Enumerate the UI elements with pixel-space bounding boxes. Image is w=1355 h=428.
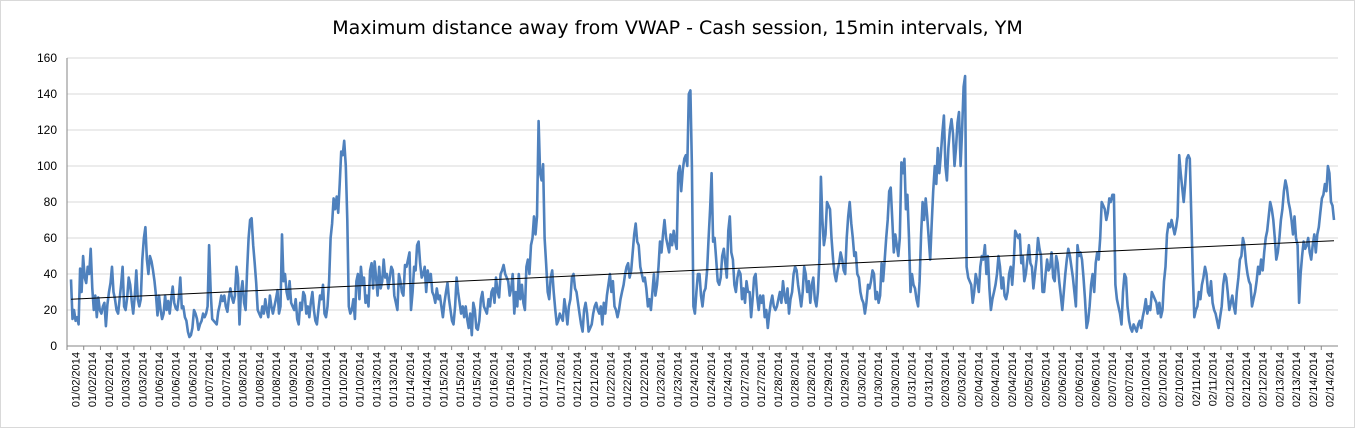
x-tick-label: 01/28/2014 bbox=[789, 352, 801, 407]
x-tick-label: 01/08/2014 bbox=[254, 352, 266, 407]
x-tick-label: 01/15/2014 bbox=[438, 352, 450, 407]
x-tick-label: 02/13/2014 bbox=[1291, 352, 1303, 407]
x-tick-label: 02/12/2014 bbox=[1241, 352, 1253, 407]
x-tick-label: 01/31/2014 bbox=[923, 352, 935, 407]
x-tick-label: 01/06/2014 bbox=[187, 352, 199, 407]
x-tick-label: 02/14/2014 bbox=[1308, 352, 1320, 407]
x-tick-label: 02/13/2014 bbox=[1274, 352, 1286, 407]
x-tick-label: 01/17/2014 bbox=[522, 352, 534, 407]
x-tick-label: 01/17/2014 bbox=[539, 352, 551, 407]
x-tick-label: 02/04/2014 bbox=[1007, 352, 1019, 407]
x-tick-label: 01/22/2014 bbox=[639, 352, 651, 407]
x-tick-label: 01/22/2014 bbox=[622, 352, 634, 407]
x-tick-label: 01/03/2014 bbox=[137, 352, 149, 407]
x-tick-label: 01/23/2014 bbox=[672, 352, 684, 407]
x-tick-label: 01/30/2014 bbox=[873, 352, 885, 407]
x-tick-label: 02/12/2014 bbox=[1258, 352, 1270, 407]
x-tick-label: 01/30/2014 bbox=[856, 352, 868, 407]
x-tick-label: 01/07/2014 bbox=[204, 352, 216, 407]
x-tick-label: 02/07/2014 bbox=[1107, 352, 1119, 407]
x-tick-label: 01/08/2014 bbox=[271, 352, 283, 407]
x-tick-label: 02/06/2014 bbox=[1057, 352, 1069, 407]
x-tick-label: 02/03/2014 bbox=[940, 352, 952, 407]
y-tick-label: 20 bbox=[44, 303, 58, 317]
x-tick-label: 01/15/2014 bbox=[455, 352, 467, 407]
x-tick-label: 01/28/2014 bbox=[773, 352, 785, 407]
series-line bbox=[69, 74, 1336, 339]
x-tick-label: 02/04/2014 bbox=[990, 352, 1002, 407]
x-tick-label: 01/07/2014 bbox=[221, 352, 233, 407]
chart-title: Maximum distance away from VWAP - Cash s… bbox=[332, 17, 1023, 39]
x-tick-label: 01/27/2014 bbox=[739, 352, 751, 407]
x-tick-label: 02/10/2014 bbox=[1141, 352, 1153, 407]
x-tick-label: 01/06/2014 bbox=[171, 352, 183, 407]
x-tick-label: 01/14/2014 bbox=[405, 352, 417, 407]
x-tick-label: 01/06/2014 bbox=[154, 352, 166, 407]
x-tick-label: 01/15/2014 bbox=[472, 352, 484, 407]
x-tick-label: 01/02/2014 bbox=[87, 352, 99, 407]
x-tick-label: 01/10/2014 bbox=[355, 352, 367, 407]
x-tick-label: 01/28/2014 bbox=[806, 352, 818, 407]
x-tick-label: 01/22/2014 bbox=[606, 352, 618, 407]
x-tick-label: 01/24/2014 bbox=[689, 352, 701, 407]
x-tick-label: 02/11/2014 bbox=[1191, 352, 1203, 406]
x-tick-label: 01/13/2014 bbox=[371, 352, 383, 407]
x-tick-label: 01/23/2014 bbox=[656, 352, 668, 407]
x-tick-label: 02/05/2014 bbox=[1024, 352, 1036, 407]
x-tick-label: 02/14/2014 bbox=[1325, 352, 1337, 407]
x-tick-label: 01/13/2014 bbox=[388, 352, 400, 407]
y-tick-label: 160 bbox=[37, 51, 57, 65]
x-tick-label: 01/10/2014 bbox=[321, 352, 333, 407]
trend-line bbox=[70, 240, 1335, 300]
x-tick-label: 02/06/2014 bbox=[1091, 352, 1103, 407]
x-tick-label: 02/12/2014 bbox=[1224, 352, 1236, 407]
x-tick-label: 01/24/2014 bbox=[706, 352, 718, 407]
x-tick-label: 01/29/2014 bbox=[823, 352, 835, 407]
x-tick-label: 01/21/2014 bbox=[589, 352, 601, 407]
x-tick-label: 01/02/2014 bbox=[70, 352, 82, 407]
x-tick-label: 01/10/2014 bbox=[338, 352, 350, 407]
x-tick-label: 01/31/2014 bbox=[907, 352, 919, 407]
x-tick-label: 01/16/2014 bbox=[488, 352, 500, 407]
x-tick-label: 01/08/2014 bbox=[238, 352, 250, 407]
x-tick-label: 02/04/2014 bbox=[973, 352, 985, 407]
x-tick-label: 01/29/2014 bbox=[840, 352, 852, 407]
x-tick-label: 01/09/2014 bbox=[304, 352, 316, 407]
x-tick-label: 01/24/2014 bbox=[723, 352, 735, 407]
y-tick-label: 0 bbox=[50, 339, 57, 353]
x-tick-label: 01/16/2014 bbox=[505, 352, 517, 407]
x-tick-label: 01/14/2014 bbox=[422, 352, 434, 407]
y-tick-label: 100 bbox=[37, 159, 57, 173]
x-tick-label: 02/03/2014 bbox=[957, 352, 969, 407]
y-tick-label: 80 bbox=[44, 195, 58, 209]
x-tick-label: 01/17/2014 bbox=[555, 352, 567, 407]
x-tick-label: 01/02/2014 bbox=[104, 352, 116, 407]
x-tick-label: 02/05/2014 bbox=[1040, 352, 1052, 407]
x-tick-label: 01/09/2014 bbox=[288, 352, 300, 407]
y-tick-label: 60 bbox=[44, 231, 58, 245]
x-tick-label: 02/11/2014 bbox=[1208, 352, 1220, 406]
x-tick-label: 01/03/2014 bbox=[121, 352, 133, 407]
x-tick-label: 02/10/2014 bbox=[1157, 352, 1169, 407]
y-tick-label: 140 bbox=[37, 87, 57, 101]
y-tick-label: 40 bbox=[44, 267, 58, 281]
x-tick-label: 01/21/2014 bbox=[572, 352, 584, 407]
x-tick-label: 01/27/2014 bbox=[756, 352, 768, 407]
x-tick-label: 02/07/2014 bbox=[1124, 352, 1136, 407]
x-tick-label: 02/06/2014 bbox=[1074, 352, 1086, 407]
x-tick-label: 01/30/2014 bbox=[890, 352, 902, 407]
x-tick-label: 02/10/2014 bbox=[1174, 352, 1186, 407]
y-tick-label: 120 bbox=[37, 123, 57, 137]
